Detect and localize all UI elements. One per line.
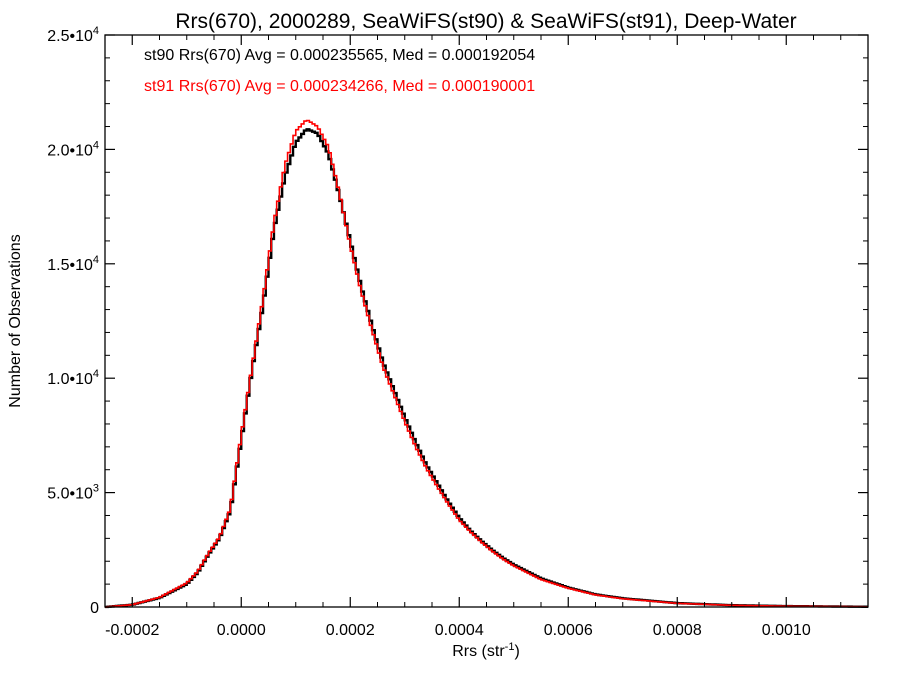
y-tick-label: 1.5•104 [47,254,99,274]
legend-st91: st91 Rrs(670) Avg = 0.000234266, Med = 0… [144,78,535,95]
y-axis-label: Number of Observations [7,234,24,407]
y-tick-label: 5.0•103 [47,483,99,503]
x-tick-label: -0.0002 [105,622,159,639]
x-tick-label: 0.0008 [653,622,702,639]
y-tick-label: 2.0•104 [47,139,99,159]
x-axis-label: Rrs (str-1) [452,641,520,660]
x-tick-label: 0.0000 [217,622,266,639]
series-line-st91 [105,119,868,608]
x-tick-label: 0.0002 [326,622,375,639]
x-tick-label: 0.0010 [762,622,811,639]
x-tick-label: 0.0006 [544,622,593,639]
y-axis-ticks: 0 5.0•103 1.0•104 1.5•104 2.0•104 2.5•104 [47,25,868,617]
x-tick-label: 0.0004 [435,622,484,639]
chart-title: Rrs(670), 2000289, SeaWiFS(st90) & SeaWi… [175,10,796,33]
plot-frame [104,34,869,608]
y-tick-label: 2.5•104 [47,25,99,45]
legend-st90: st90 Rrs(670) Avg = 0.000235565, Med = 0… [144,47,535,64]
plot-area [105,119,868,609]
y-tick-label: 1.0•104 [47,368,99,388]
y-tick-label: 0 [90,600,99,617]
x-axis-ticks: -0.0002 0.0000 0.0002 0.0004 0.0006 0.0008 0.0… [104,35,869,639]
